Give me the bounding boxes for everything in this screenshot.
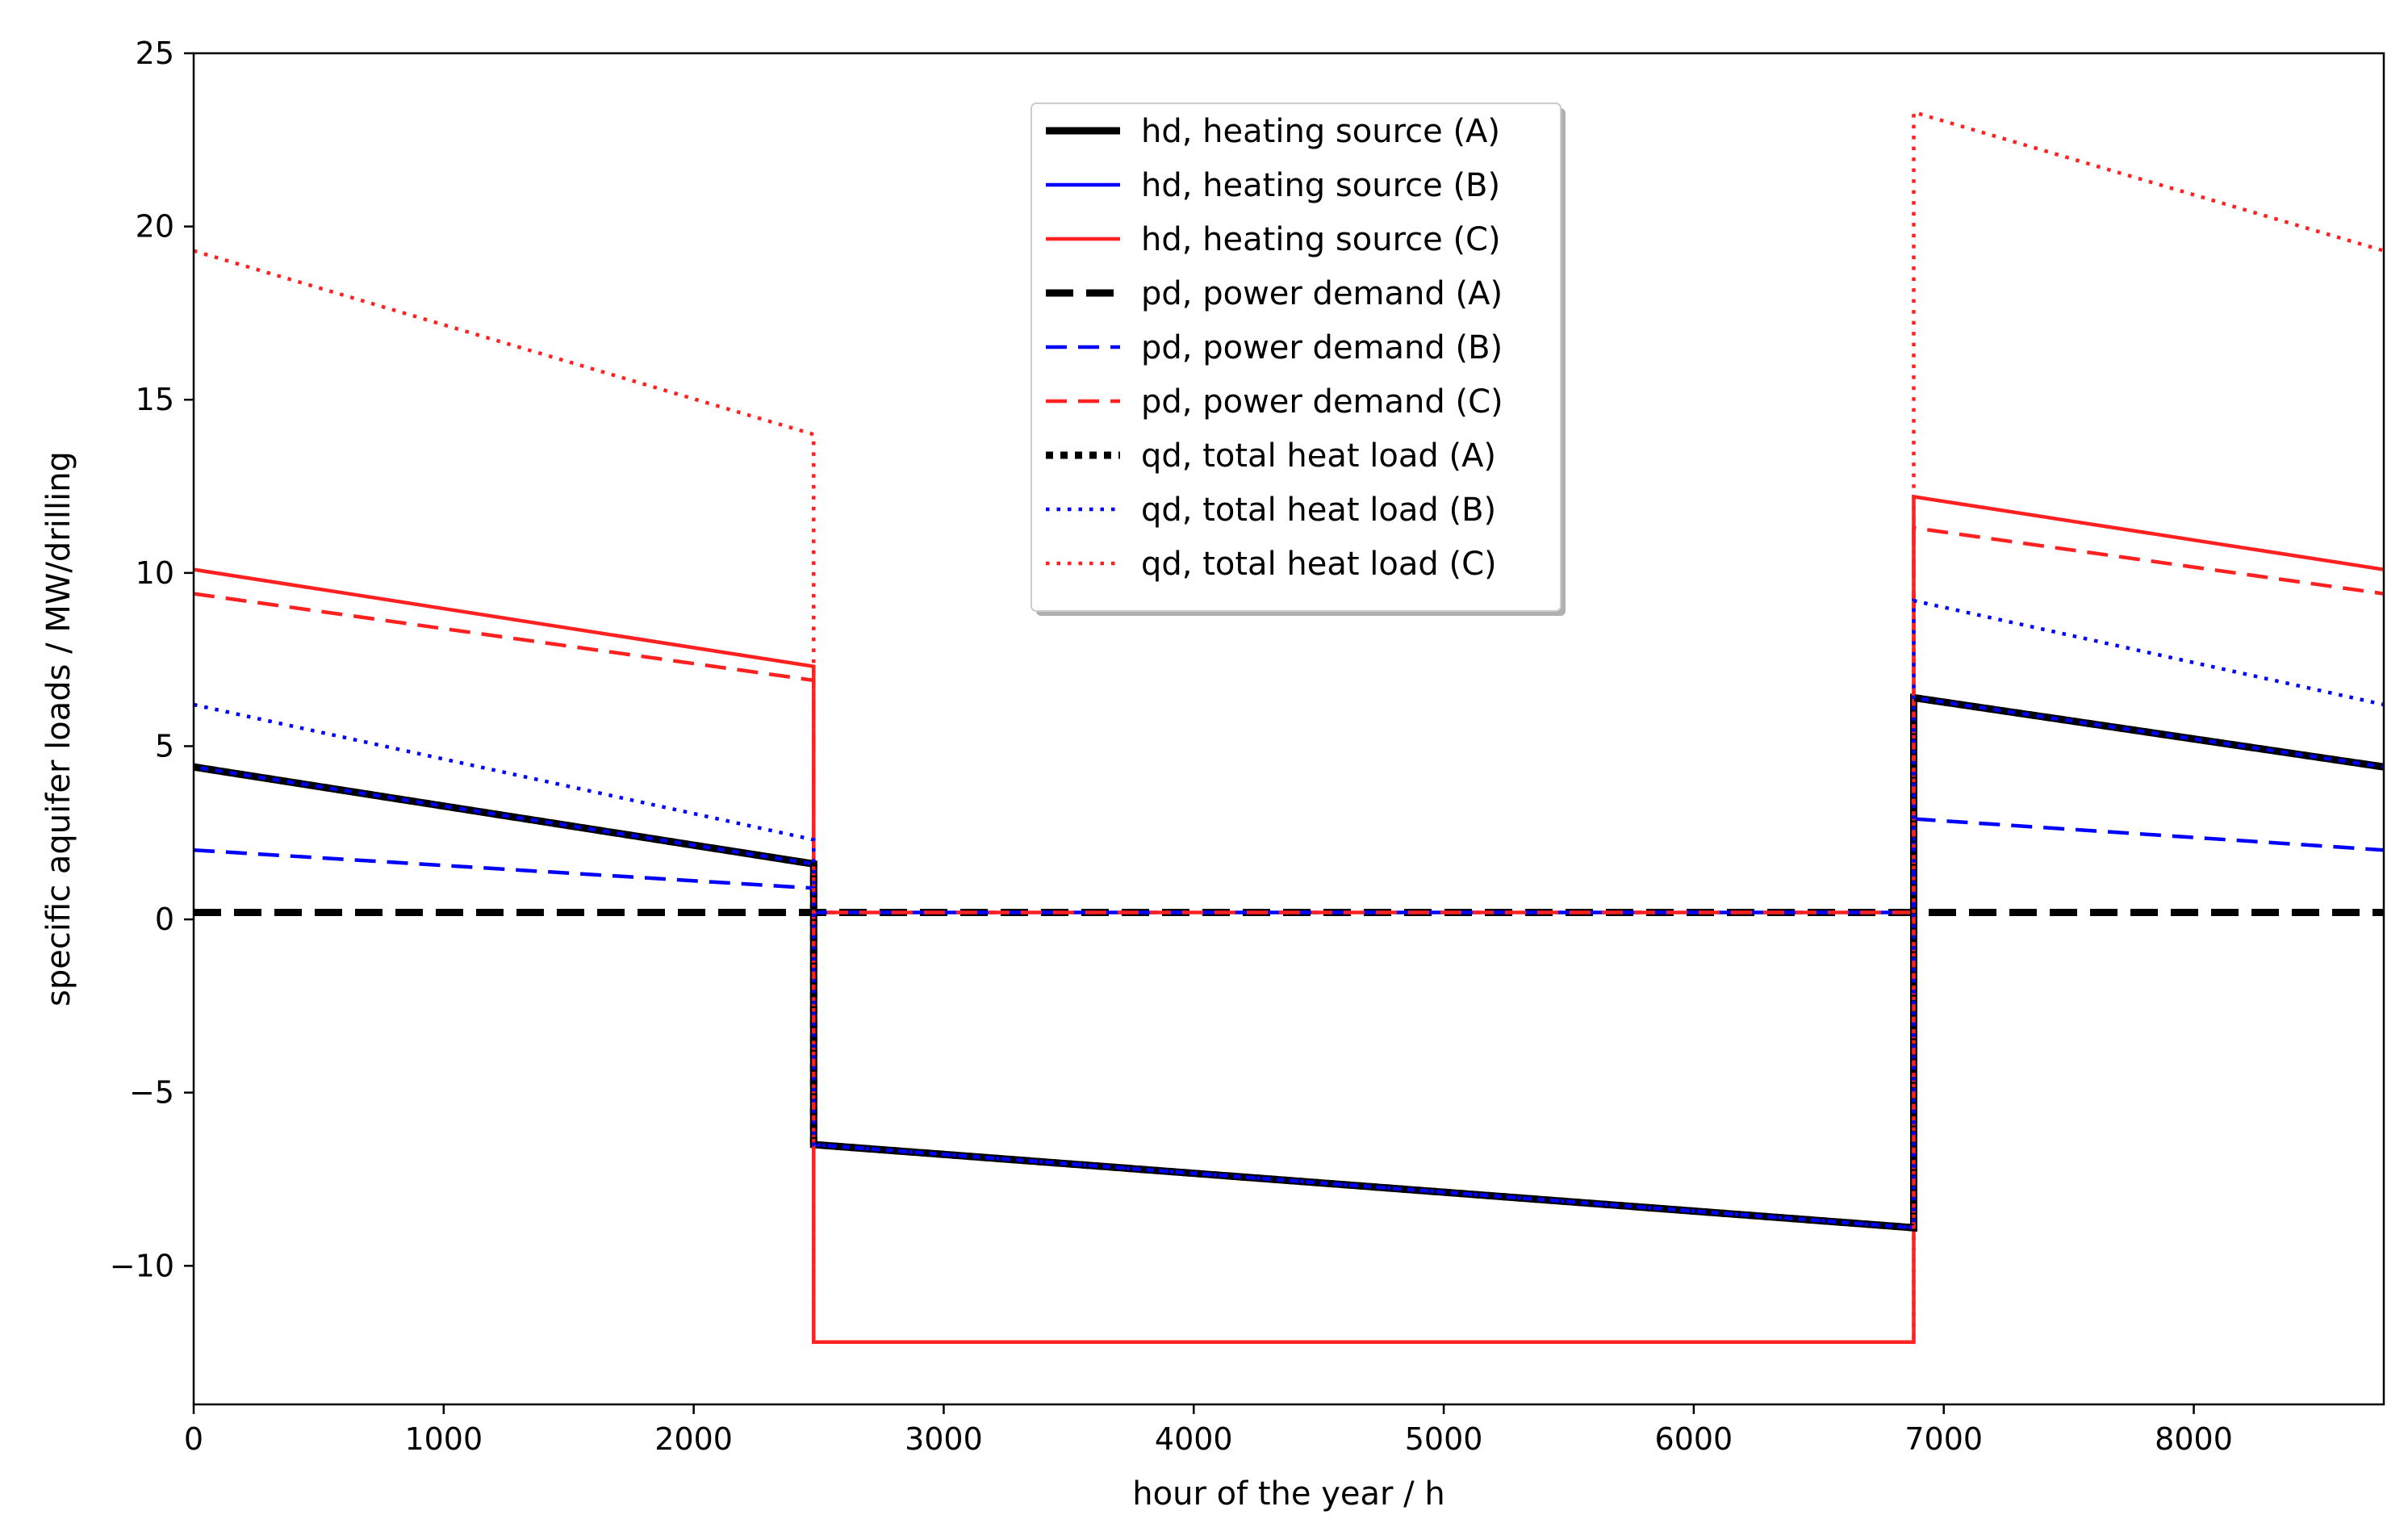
legend-entry-7: qd, total heat load (A) [1141,437,1496,475]
y-tick-label: −5 [129,1075,174,1111]
series-lines [194,109,2384,1344]
y-tick-label: 10 [136,555,174,591]
legend-entry-2: hd, heating source (B) [1141,167,1500,204]
legend-entry-8: qd, total heat load (B) [1141,492,1496,529]
legend-entry-9: qd, total heat load (C) [1141,546,1497,583]
series-line-7 [194,693,2384,1232]
x-tick-label: 0 [184,1421,203,1457]
x-tick-label: 3000 [905,1421,983,1457]
y-tick-label: 25 [136,36,174,71]
y-tick-label: 5 [155,728,174,764]
x-tick-label: 1000 [404,1421,483,1457]
legend-entry-5: pd, power demand (B) [1141,329,1503,366]
legend-entry-4: pd, power demand (A) [1141,275,1503,312]
x-tick-label: 5000 [1405,1421,1483,1457]
x-tick-label: 2000 [654,1421,733,1457]
y-tick-label: 15 [136,382,174,417]
series-line-6 [194,525,2384,914]
x-axis-label: hour of the year / h [1132,1475,1444,1513]
axes-frame [192,52,2385,1406]
y-tick-label: −10 [110,1248,174,1283]
y-tick-label: 0 [155,902,174,937]
legend-entry-3: hd, heating source (C) [1141,221,1501,258]
legend-entry-6: pd, power demand (C) [1141,383,1503,421]
y-tick-label: 20 [136,209,174,245]
legend-box [1031,103,1561,612]
x-tick-label: 4000 [1155,1421,1233,1457]
x-tick-label: 7000 [1904,1421,1983,1457]
x-tick-label: 6000 [1655,1421,1733,1457]
legend: hd, heating source (A) hd, heating source… [1031,103,1566,616]
legend-entry-1: hd, heating source (A) [1141,113,1500,150]
y-axis-label: specific aquifer loads / MW/drilling [40,451,77,1006]
x-tick-label: 8000 [2155,1421,2233,1457]
y-axis-ticks: −10 −5 0 5 10 15 20 25 [110,36,194,1283]
series-line-9 [194,109,2384,1344]
x-axis-ticks: 0 1000 2000 3000 4000 5000 6000 7000 8000 [184,1404,2233,1457]
